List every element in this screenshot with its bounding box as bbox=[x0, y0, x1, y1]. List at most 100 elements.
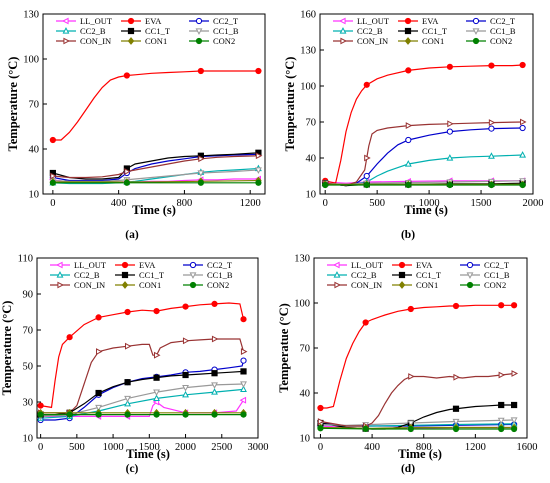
data-point-con2 bbox=[182, 411, 189, 418]
x-tick-label: 800 bbox=[416, 442, 432, 453]
y-tick-label: 90 bbox=[23, 290, 34, 301]
legend-marker-con1 bbox=[121, 281, 129, 289]
legend-label: CON1 bbox=[145, 36, 167, 46]
series-line-con-in bbox=[325, 121, 523, 187]
legend-item-cc1-b: CC1_B bbox=[466, 26, 516, 36]
y-tick-label: 130 bbox=[23, 10, 39, 21]
data-point-con-in bbox=[405, 122, 413, 130]
data-point-cc1-b bbox=[452, 418, 460, 426]
y-tick-label: 40 bbox=[29, 145, 40, 156]
plot-area bbox=[48, 67, 263, 186]
data-point-cc1-b bbox=[240, 381, 247, 388]
data-point-con-in bbox=[520, 118, 527, 126]
data-point-cc2-t bbox=[363, 172, 370, 180]
legend-label: CC2_B bbox=[74, 270, 100, 280]
data-point-cc2-b bbox=[446, 154, 454, 161]
y-axis-title: Temperature (°C) bbox=[0, 301, 14, 396]
legend-label: CC2_T bbox=[490, 16, 516, 26]
data-point-con-in bbox=[50, 172, 57, 180]
y-tick-label: 100 bbox=[23, 55, 39, 66]
data-point-eva bbox=[498, 302, 505, 309]
data-point-cc2-b bbox=[519, 151, 527, 158]
y-tick-label: 160 bbox=[300, 10, 316, 21]
data-point-cc1-t bbox=[510, 401, 518, 409]
legend-label: EVA bbox=[416, 260, 433, 270]
data-point-con2 bbox=[66, 411, 73, 418]
x-axis-title: Time (s) bbox=[404, 203, 448, 217]
legend-marker-ll-out bbox=[339, 17, 346, 25]
legend-label: CC1_T bbox=[145, 26, 171, 36]
data-point-con2 bbox=[405, 181, 412, 189]
legend-item-cc2-t: CC2_T bbox=[183, 260, 233, 270]
legend-label: CON2 bbox=[484, 280, 506, 290]
x-tick-label: 3000 bbox=[248, 442, 269, 453]
series-line-cc2-b bbox=[40, 388, 244, 419]
legend-label: CC2_B bbox=[80, 26, 106, 36]
x-tick-label: 400 bbox=[364, 442, 380, 453]
legend-marker-eva bbox=[398, 261, 406, 269]
legend-item-eva: EVA bbox=[398, 16, 439, 26]
legend-label: CON_IN bbox=[80, 36, 111, 46]
data-point-ll-out bbox=[239, 396, 247, 404]
legend-label: CC1_B bbox=[490, 26, 516, 36]
legend-item-con2: CON2 bbox=[460, 280, 506, 290]
legend-label: CON1 bbox=[139, 280, 161, 290]
data-point-con-in bbox=[240, 348, 248, 356]
data-point-cc1-b bbox=[124, 395, 132, 403]
x-axis-title: Time (s) bbox=[132, 203, 176, 217]
legend-item-eva: EVA bbox=[392, 260, 433, 270]
legend-marker-cc1-b bbox=[189, 272, 197, 279]
x-tick-label: 1200 bbox=[240, 198, 261, 209]
x-tick-label: 1500 bbox=[471, 198, 492, 209]
series-line-cc2-b bbox=[325, 154, 523, 187]
data-point-con2 bbox=[363, 181, 370, 189]
panel-label: (b) bbox=[401, 229, 415, 241]
data-point-con2 bbox=[488, 181, 495, 189]
data-point-con-in bbox=[511, 370, 519, 377]
y-tick-label: 50 bbox=[23, 362, 34, 373]
legend-item-cc1-t: CC1_T bbox=[121, 26, 171, 36]
legend-label: LL_OUT bbox=[351, 260, 384, 270]
legend-marker-eva bbox=[121, 261, 129, 269]
legend-label: LL_OUT bbox=[357, 16, 390, 26]
legend-item-cc1-b: CC1_B bbox=[183, 270, 233, 280]
data-point-eva bbox=[197, 67, 204, 75]
legend-item-cc1-b: CC1_B bbox=[189, 26, 239, 36]
data-point-con2 bbox=[49, 179, 56, 186]
legend-marker-cc1-t bbox=[404, 27, 412, 35]
data-point-cc1-t bbox=[153, 374, 160, 381]
legend-item-cc1-t: CC1_T bbox=[398, 26, 448, 36]
legend-item-eva: EVA bbox=[115, 260, 156, 270]
legend-label: LL_OUT bbox=[80, 16, 113, 26]
x-tick-label: 1200 bbox=[465, 442, 486, 453]
data-point-cc2-b bbox=[404, 160, 412, 167]
legend-marker-cc2-t bbox=[472, 17, 480, 25]
legend: LL_OUT EVA CC2_T CC2_B CC1_T CC1_B CON_IN CON1 C… bbox=[333, 16, 516, 46]
data-point-con2 bbox=[498, 425, 505, 433]
data-point-con-in bbox=[182, 337, 190, 345]
legend-label: CON_IN bbox=[74, 280, 105, 290]
y-axis-title: Temperature (°C) bbox=[6, 57, 20, 152]
data-point-con-in bbox=[488, 119, 496, 127]
plot-area bbox=[37, 300, 248, 424]
series-line-cc1-t bbox=[52, 152, 259, 180]
y-tick-label: 70 bbox=[23, 326, 34, 337]
legend-item-con-in: CON_IN bbox=[327, 280, 382, 290]
data-point-con-in bbox=[453, 373, 460, 381]
series-line-cc2-t bbox=[52, 153, 259, 182]
legend-item-cc2-b: CC2_B bbox=[50, 270, 100, 280]
legend-marker-cc2-b bbox=[339, 27, 347, 34]
data-point-eva bbox=[317, 404, 324, 412]
y-tick-label: 70 bbox=[300, 344, 311, 355]
data-point-con-in bbox=[498, 371, 506, 379]
legend-item-con-in: CON_IN bbox=[333, 36, 388, 46]
data-point-eva bbox=[519, 61, 526, 69]
data-point-cc1-b bbox=[254, 167, 262, 174]
legend-label: CON2 bbox=[490, 36, 512, 46]
legend-item-cc2-t: CC2_T bbox=[460, 260, 510, 270]
data-point-cc2-t bbox=[405, 136, 412, 144]
data-point-eva bbox=[182, 303, 189, 310]
legend-item-ll-out: LL_OUT bbox=[50, 260, 107, 270]
plot-area bbox=[316, 302, 519, 433]
x-tick-label: 0 bbox=[50, 198, 55, 209]
